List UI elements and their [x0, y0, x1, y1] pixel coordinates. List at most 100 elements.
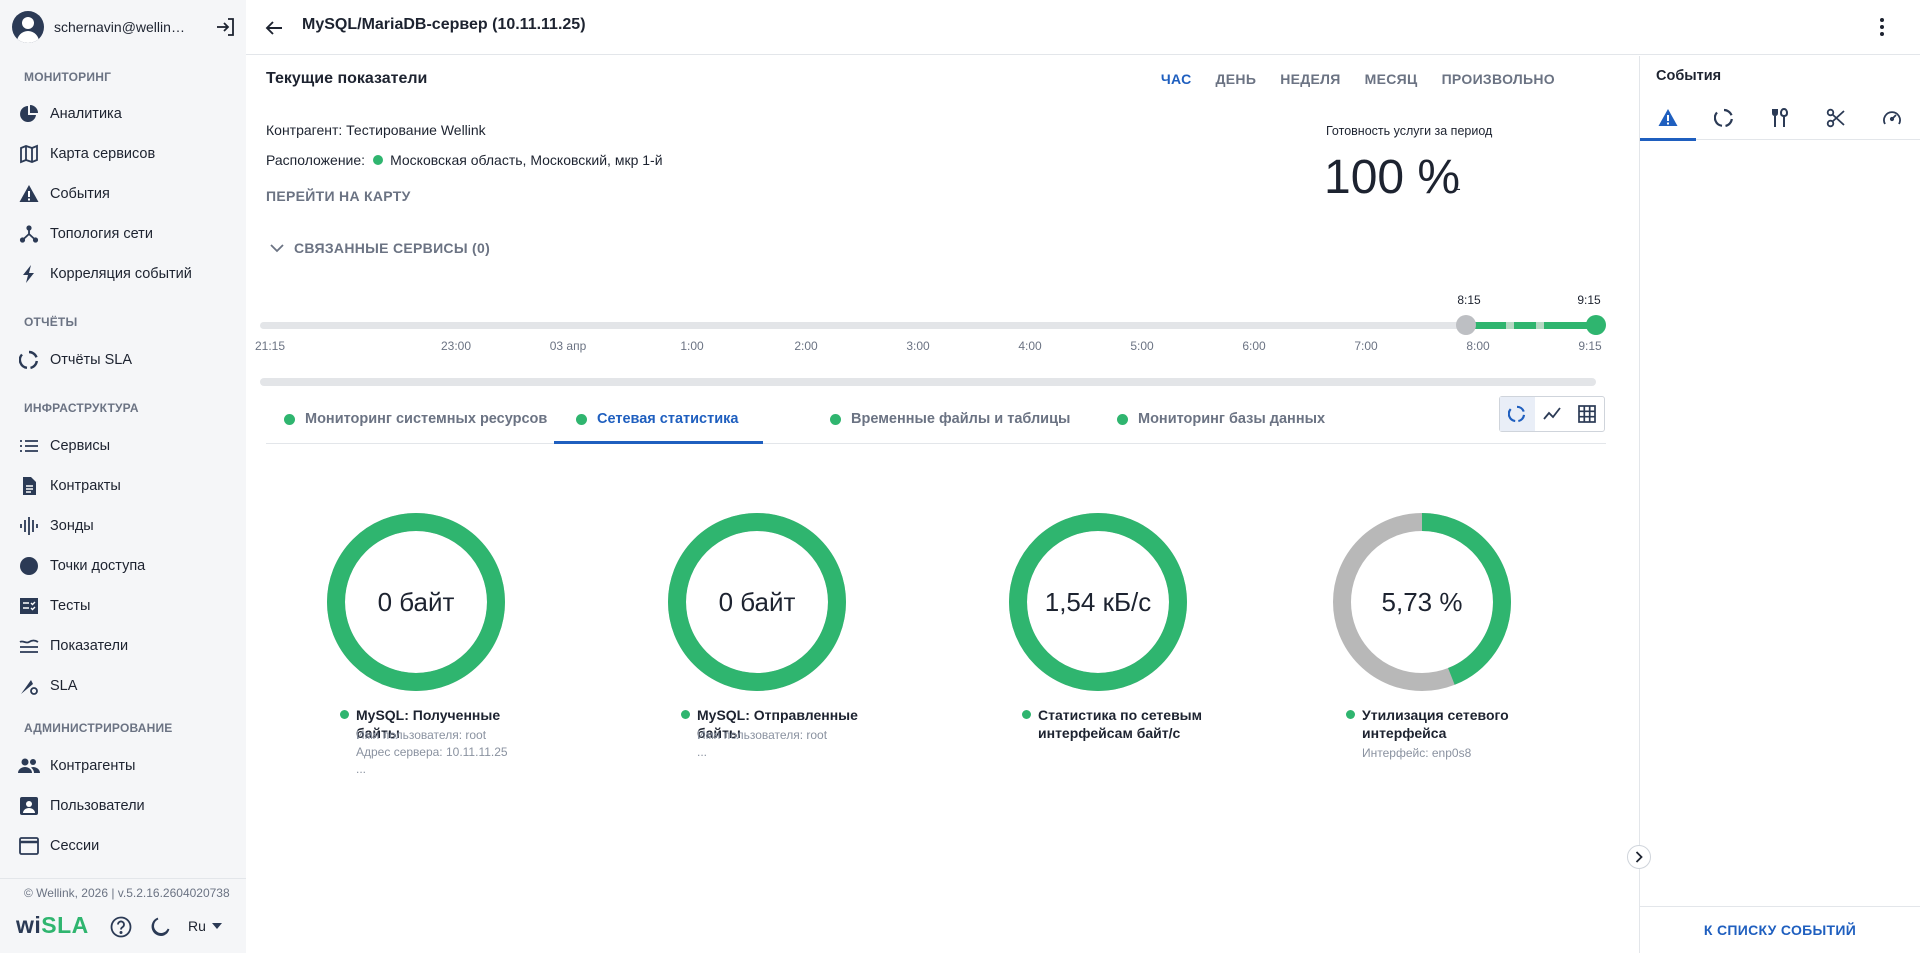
sidebar-item-services[interactable]: Сервисы [18, 431, 240, 461]
tab-label: Временные файлы и таблицы [851, 411, 1071, 427]
active-tab-underline [554, 441, 763, 444]
tab-label: Мониторинг базы данных [1138, 411, 1326, 427]
timeline-tick-label: 7:00 [1354, 339, 1378, 353]
period-month[interactable]: МЕСЯЦ [1364, 71, 1418, 87]
gauge-value: 0 байт [718, 586, 796, 617]
events-tab-status[interactable] [1696, 96, 1752, 140]
gauge-subtitle: Адрес сервера: 10.11.11.25 [356, 745, 508, 759]
metric-tabs: Мониторинг системных ресурсов Сетевая ст… [266, 394, 1606, 444]
status-dot [373, 155, 384, 165]
sidebar-item-access-points[interactable]: Точки доступа [18, 551, 240, 581]
tab-system-resources[interactable]: Мониторинг системных ресурсов [284, 394, 547, 444]
period-day[interactable]: ДЕНЬ [1215, 71, 1257, 87]
language-select[interactable]: Ru [188, 918, 222, 934]
range-end-label: 9:15 [1577, 293, 1601, 307]
people-icon [18, 755, 40, 777]
events-tab-alerts[interactable] [1640, 96, 1696, 141]
timeline-track [260, 378, 1596, 386]
period-week[interactable]: НЕДЕЛЯ [1280, 71, 1341, 87]
lines-icon [18, 635, 40, 657]
range-start-label: 8:15 [1457, 293, 1481, 307]
brand-logo[interactable]: wiSLA [16, 912, 89, 939]
brand-suffix: SLA [41, 912, 89, 938]
help-icon[interactable] [110, 916, 132, 938]
tab-network-stats[interactable]: Сетевая статистика [576, 394, 738, 444]
sla-icon [18, 675, 40, 697]
timeline[interactable]: 8:15 9:15 21:15 23:00 03 апр 1:00 2:00 3:00 4:… [255, 284, 1606, 386]
go-to-map-link[interactable]: ПЕРЕЙТИ НА КАРТУ [266, 188, 411, 204]
user-card-icon [18, 795, 40, 817]
events-panel-title: События [1656, 68, 1722, 84]
view-gauge-button[interactable] [1500, 397, 1535, 431]
gauge-value: 1,54 кБ/с [1044, 586, 1152, 617]
sidebar-item-service-map[interactable]: Карта сервисов [18, 139, 240, 169]
timeline-end-handle[interactable] [1586, 315, 1606, 335]
location: Расположение: Московская область, Москов… [266, 152, 663, 168]
location-value: Московская область, Московский, мкр 1-й [390, 152, 663, 168]
view-chart-button[interactable] [1535, 397, 1570, 431]
avatar[interactable] [12, 11, 44, 43]
list-icon [18, 435, 40, 457]
main-content: Текущие показатели ЧАС ДЕНЬ НЕДЕЛЯ МЕСЯЦ… [246, 56, 1639, 953]
timeline-tick-label: 8:00 [1466, 339, 1490, 353]
map-icon [18, 143, 40, 165]
events-tab-maintenance[interactable] [1752, 96, 1808, 140]
circle-icon [18, 555, 40, 577]
timeline-rail [260, 322, 1596, 329]
gauge-ring[interactable]: 5,73 % [1332, 512, 1512, 692]
gauge-ring[interactable]: 0 байт [326, 512, 506, 692]
view-table-button[interactable] [1569, 397, 1604, 431]
sidebar-item-sessions[interactable]: Сессии [18, 831, 240, 861]
events-tab-cuts[interactable] [1808, 96, 1864, 140]
gauge-value: 5,73 % [1381, 586, 1463, 617]
more-vertical-icon[interactable] [1870, 15, 1894, 39]
tab-temp-files[interactable]: Временные файлы и таблицы [830, 394, 1070, 444]
gauge-ring[interactable]: 0 байт [667, 512, 847, 692]
timeline-tick-label: 6:00 [1242, 339, 1266, 353]
gauge-subtitle: Имя пользователя: root [356, 728, 487, 742]
sidebar-item-label: SLA [50, 678, 78, 694]
sidebar-item-label: Карта сервисов [50, 146, 156, 162]
caret-down-icon [211, 923, 222, 929]
sidebar-item-label: Контракты [50, 478, 121, 494]
gauge-ring[interactable]: 1,54 кБ/с [1008, 512, 1188, 692]
document-icon [18, 475, 40, 497]
period-custom[interactable]: ПРОИЗВОЛЬНО [1441, 71, 1555, 87]
tab-db-monitoring[interactable]: Мониторинг базы данных [1117, 394, 1325, 444]
gauge-svg [668, 513, 846, 691]
sidebar-item-events[interactable]: События [18, 179, 240, 209]
sidebar-item-probes[interactable]: Зонды [18, 511, 240, 541]
logout-icon[interactable] [214, 15, 238, 39]
sidebar-item-analytics[interactable]: Аналитика [18, 99, 240, 129]
chevron-down-icon [270, 243, 284, 252]
period-selector: ЧАС ДЕНЬ НЕДЕЛЯ МЕСЯЦ ПРОИЗВОЛЬНО [1161, 71, 1555, 87]
sidebar-item-topology[interactable]: Топология сети [18, 219, 240, 249]
sidebar-item-users[interactable]: Пользователи [18, 791, 240, 821]
top-bar: MySQL/MariaDB-сервер (10.11.11.25) [246, 0, 1920, 55]
topology-icon [18, 223, 40, 245]
window-icon [18, 835, 40, 857]
sidebar-item-label: Зонды [50, 518, 94, 534]
sidebar-item-correlation[interactable]: Корреляция событий [18, 259, 240, 289]
user-block: schernavin@wellink.ru [12, 11, 238, 43]
events-tab-performance[interactable] [1864, 96, 1920, 140]
events-list-link[interactable]: К СПИСКУ СОБЫТИЙ [1640, 906, 1920, 953]
sidebar-item-sla-reports[interactable]: Отчёты SLA [18, 345, 240, 375]
sidebar-item-contracts[interactable]: Контракты [18, 471, 240, 501]
moon-icon[interactable] [149, 916, 171, 938]
period-hour[interactable]: ЧАС [1160, 71, 1192, 87]
availability-label: Готовность услуги за период [1326, 124, 1493, 138]
related-services-toggle[interactable]: СВЯЗАННЫЕ СЕРВИСЫ (0) [270, 240, 490, 256]
gauge-fill [1333, 513, 1511, 691]
sidebar-item-label: Тесты [50, 598, 91, 614]
sidebar-item-sla[interactable]: SLA [18, 671, 240, 701]
arrow-left-icon[interactable] [262, 16, 286, 40]
sidebar-item-label: Показатели [50, 638, 129, 654]
events-panel: События К СПИСКУ СОБЫТИЙ [1639, 56, 1920, 953]
sidebar-item-metrics[interactable]: Показатели [18, 631, 240, 661]
collapse-panel-button[interactable] [1627, 845, 1651, 869]
gauge-title: Утилизация сетевого интерфейса [1346, 706, 1546, 742]
timeline-start-handle[interactable] [1456, 315, 1476, 335]
sidebar-item-counterparties[interactable]: Контрагенты [18, 751, 240, 781]
sidebar-item-tests[interactable]: Тесты [18, 591, 240, 621]
